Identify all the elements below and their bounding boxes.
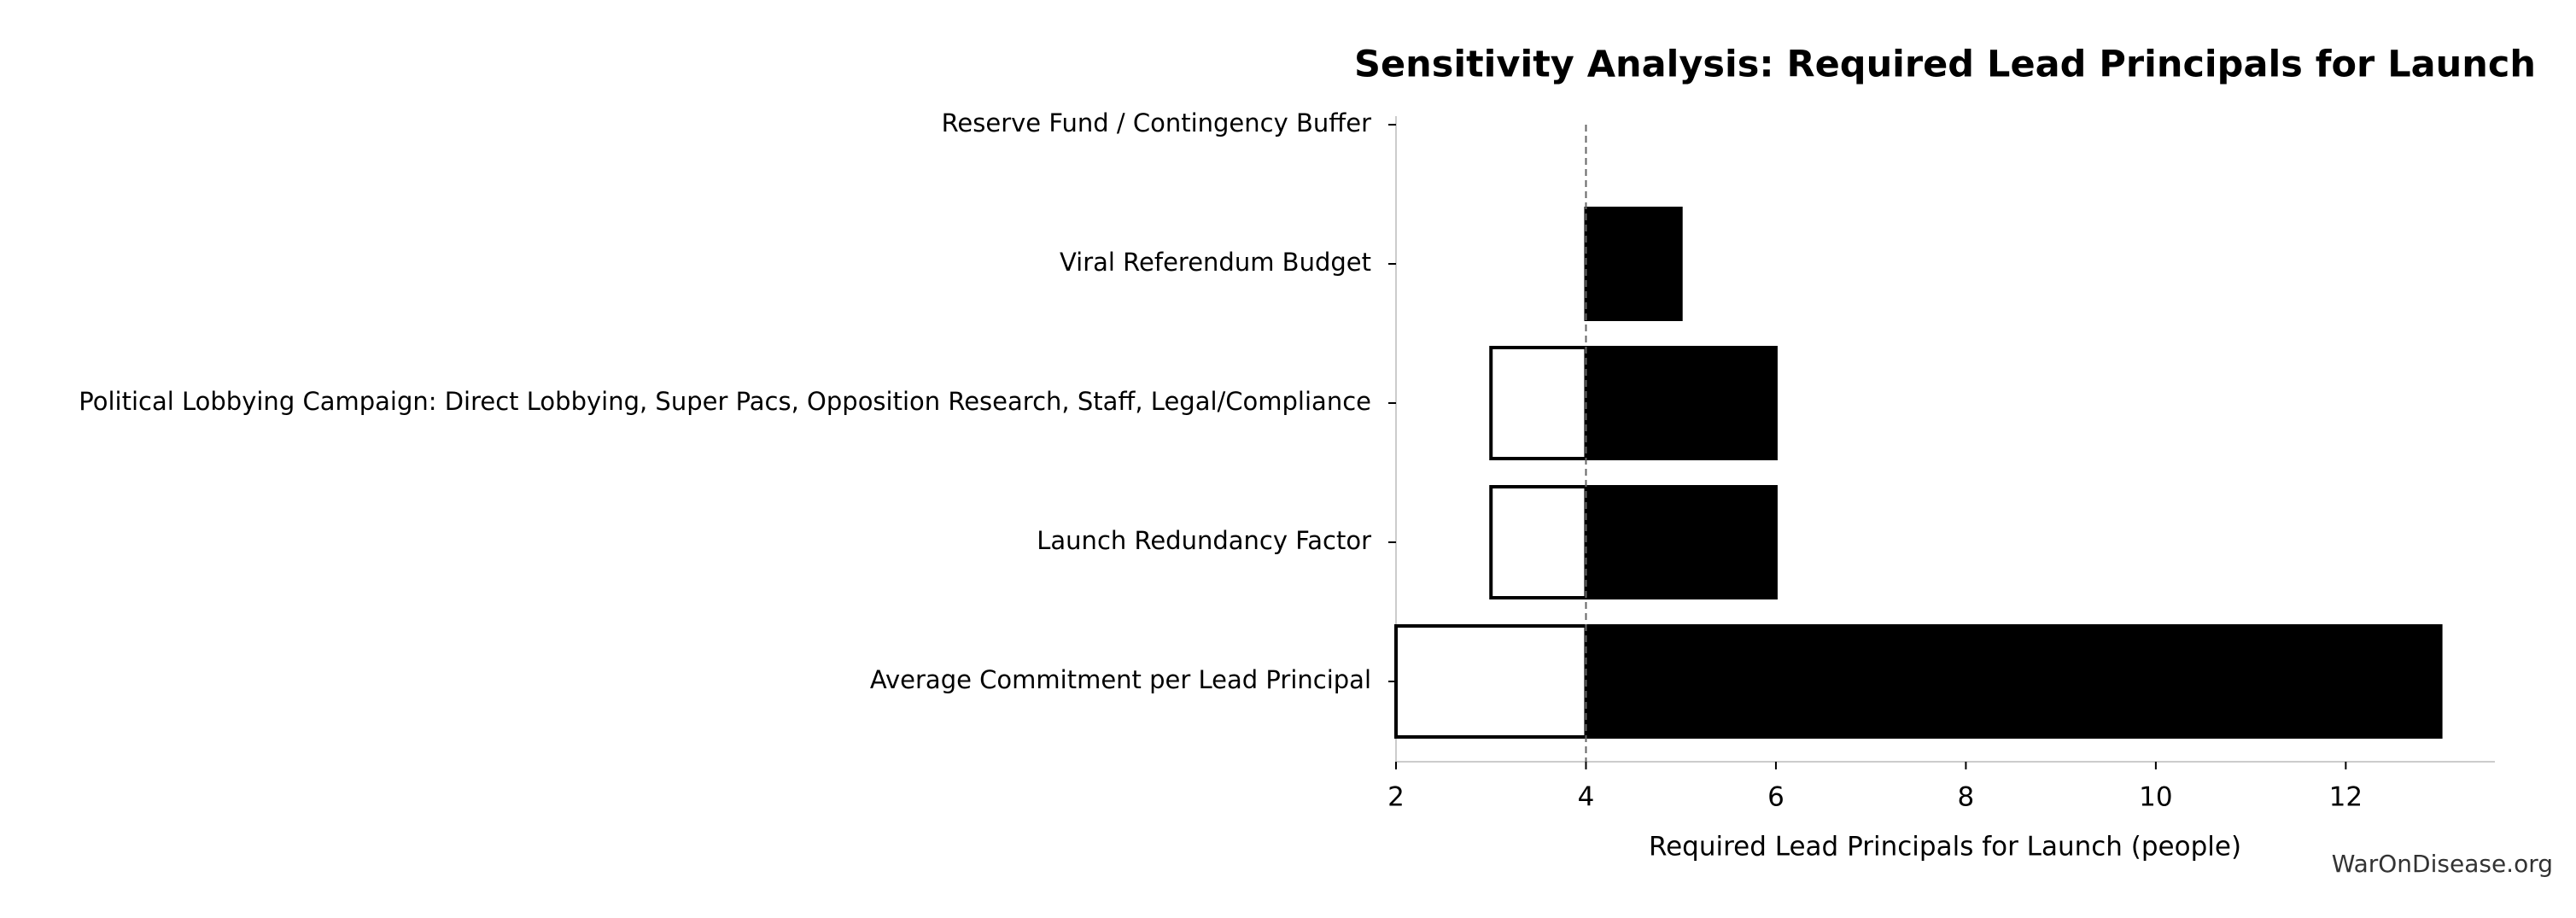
y-tick-label: Viral Referendum Budget xyxy=(1060,248,1371,277)
y-tick-label: Average Commitment per Lead Principal xyxy=(870,665,1371,694)
x-tick-label: 6 xyxy=(1767,782,1785,813)
bar xyxy=(1394,624,1588,739)
bar xyxy=(1584,207,1683,321)
y-tick-label: Reserve Fund / Contingency Buffer xyxy=(942,108,1371,137)
bar xyxy=(1489,346,1588,460)
bar xyxy=(1584,346,1778,460)
bar xyxy=(1489,485,1588,599)
x-tick-label: 10 xyxy=(2139,782,2172,813)
x-tick-label: 4 xyxy=(1578,782,1595,813)
x-axis-label: Required Lead Principals for Launch (peo… xyxy=(1649,832,2241,862)
bar xyxy=(1584,485,1778,599)
chart-title: Sensitivity Analysis: Required Lead Prin… xyxy=(1354,44,2536,86)
y-tick-label: Launch Redundancy Factor xyxy=(1037,526,1371,555)
y-tick-label: Political Lobbying Campaign: Direct Lobb… xyxy=(79,387,1371,416)
x-tick-label: 2 xyxy=(1387,782,1405,813)
source: WarOnDisease.org xyxy=(2332,850,2553,878)
bar xyxy=(1584,624,2443,739)
x-tick-label: 8 xyxy=(1958,782,1975,813)
x-tick-label: 12 xyxy=(2329,782,2363,813)
